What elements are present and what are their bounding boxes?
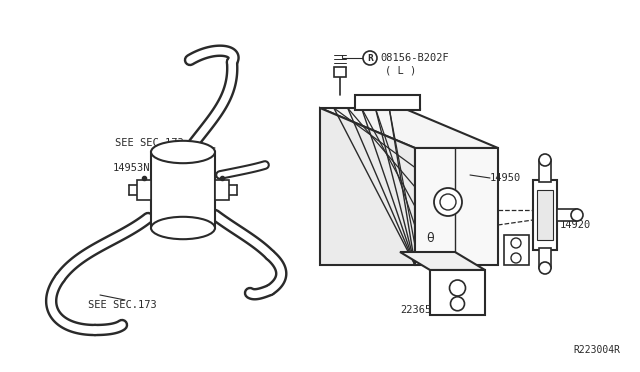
Ellipse shape (151, 141, 215, 163)
Circle shape (451, 297, 465, 311)
Text: SEE SEC.173: SEE SEC.173 (115, 138, 184, 148)
Text: ( L ): ( L ) (385, 65, 416, 75)
Text: 14950: 14950 (490, 173, 521, 183)
Circle shape (449, 280, 465, 296)
Polygon shape (320, 108, 415, 265)
Bar (334, 67, 346, 77)
Bar (430, 270, 485, 315)
Circle shape (511, 238, 521, 248)
Polygon shape (320, 108, 498, 148)
Bar (355, 95, 420, 110)
Text: θ: θ (426, 231, 434, 244)
Text: 14920: 14920 (560, 220, 591, 230)
Circle shape (571, 209, 583, 221)
Text: R: R (367, 54, 373, 62)
Bar (557, 209, 577, 221)
Ellipse shape (151, 217, 215, 239)
Bar (533, 180, 557, 250)
Bar (215, 180, 229, 200)
Circle shape (434, 188, 462, 216)
Polygon shape (415, 148, 498, 265)
Circle shape (363, 51, 377, 65)
Circle shape (539, 262, 551, 274)
Text: R223004R: R223004R (573, 345, 620, 355)
Polygon shape (400, 252, 485, 270)
Circle shape (440, 194, 456, 210)
Bar (539, 160, 551, 182)
Bar (537, 190, 553, 240)
Text: 22365: 22365 (400, 305, 431, 315)
Text: 08156-B202F: 08156-B202F (380, 53, 449, 63)
Circle shape (511, 253, 521, 263)
Text: SEE SEC.173: SEE SEC.173 (88, 300, 157, 310)
Bar (151, 152, 215, 228)
Bar (137, 180, 151, 200)
Bar (539, 248, 551, 268)
Circle shape (539, 154, 551, 166)
Text: 14953N: 14953N (113, 163, 150, 173)
Bar (504, 235, 529, 265)
